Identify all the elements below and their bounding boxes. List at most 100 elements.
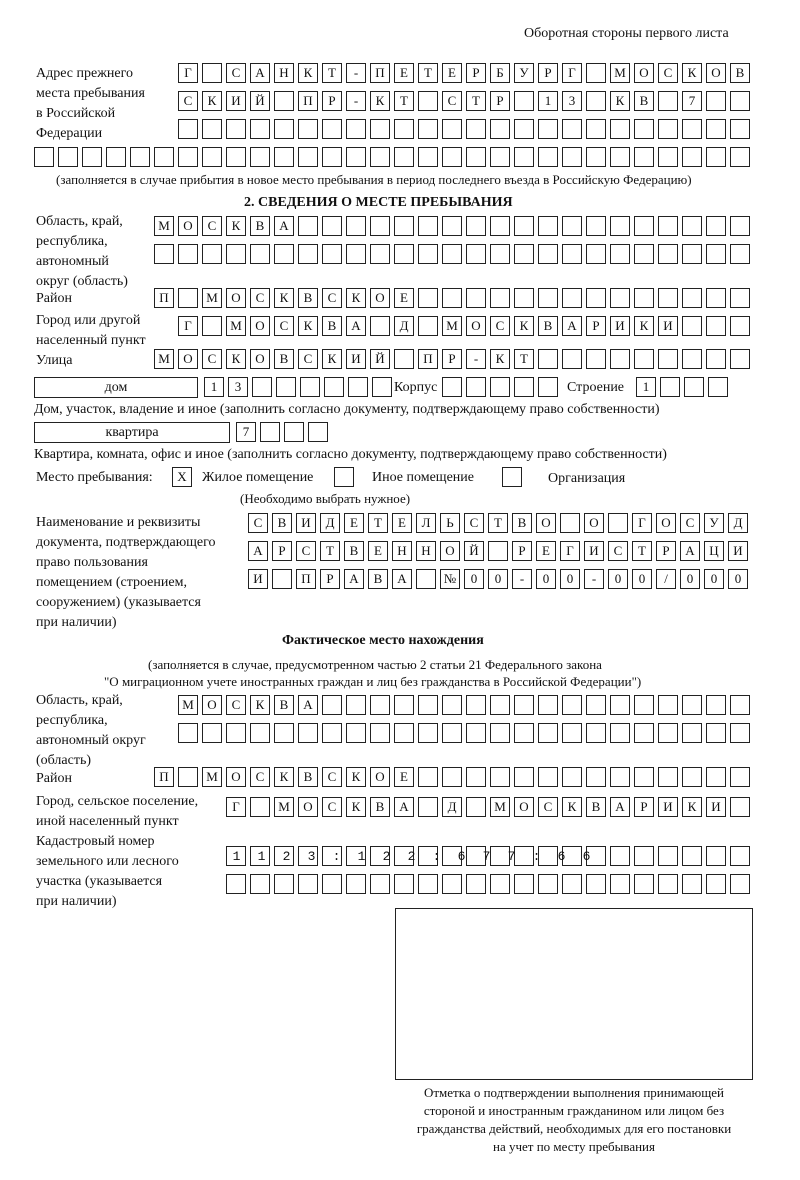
char-cell[interactable] <box>634 349 654 369</box>
char-cell[interactable]: Г <box>178 63 198 83</box>
char-cell[interactable]: Р <box>634 797 654 817</box>
char-cell[interactable] <box>514 216 534 236</box>
char-cell[interactable] <box>82 147 102 167</box>
char-cell[interactable] <box>610 119 630 139</box>
char-cell[interactable] <box>490 119 510 139</box>
char-cell[interactable]: С <box>608 541 628 561</box>
char-cell[interactable] <box>250 797 270 817</box>
char-cell[interactable] <box>538 846 558 866</box>
char-cell[interactable] <box>202 119 222 139</box>
char-cell[interactable] <box>682 244 702 264</box>
char-cell[interactable] <box>514 846 534 866</box>
char-cell[interactable] <box>298 846 318 866</box>
char-cell[interactable] <box>514 288 534 308</box>
char-cell[interactable] <box>418 695 438 715</box>
char-cell[interactable]: К <box>274 767 294 787</box>
char-cell[interactable] <box>202 63 222 83</box>
char-cell[interactable] <box>562 147 582 167</box>
char-cell[interactable]: В <box>344 541 364 561</box>
char-cell[interactable] <box>394 216 414 236</box>
char-cell[interactable] <box>514 695 534 715</box>
char-cell[interactable]: К <box>610 91 630 111</box>
char-cell[interactable] <box>730 797 750 817</box>
char-cell[interactable] <box>730 846 750 866</box>
char-cell[interactable]: Д <box>728 513 748 533</box>
char-cell[interactable]: Р <box>322 91 342 111</box>
char-cell[interactable] <box>298 874 318 894</box>
char-cell[interactable]: - <box>584 569 604 589</box>
char-cell[interactable] <box>658 349 678 369</box>
char-cell[interactable]: С <box>226 63 246 83</box>
char-cell[interactable] <box>490 695 510 715</box>
char-cell[interactable] <box>202 316 222 336</box>
char-cell[interactable] <box>682 119 702 139</box>
char-cell[interactable] <box>466 767 486 787</box>
char-cell[interactable] <box>154 147 174 167</box>
char-cell[interactable] <box>418 797 438 817</box>
char-cell[interactable]: 1 <box>538 91 558 111</box>
char-cell[interactable] <box>418 767 438 787</box>
char-cell[interactable]: О <box>178 216 198 236</box>
char-cell[interactable] <box>684 377 704 397</box>
char-cell[interactable] <box>514 377 534 397</box>
char-cell[interactable] <box>322 244 342 264</box>
cadastre-row-2[interactable] <box>226 874 750 894</box>
stroenie-row[interactable]: 1 <box>636 377 728 397</box>
char-cell[interactable]: 1 <box>636 377 656 397</box>
char-cell[interactable]: А <box>274 216 294 236</box>
char-cell[interactable] <box>586 349 606 369</box>
char-cell[interactable] <box>226 244 246 264</box>
char-cell[interactable]: Е <box>394 63 414 83</box>
char-cell[interactable] <box>202 244 222 264</box>
char-cell[interactable]: К <box>346 288 366 308</box>
prev-address-row-3[interactable] <box>178 119 750 139</box>
char-cell[interactable]: О <box>202 695 222 715</box>
char-cell[interactable]: В <box>322 316 342 336</box>
flat-number-row[interactable]: 7 <box>236 422 328 442</box>
char-cell[interactable]: С <box>322 767 342 787</box>
place-option-residential-checkbox[interactable]: X <box>172 467 192 487</box>
char-cell[interactable] <box>586 846 606 866</box>
char-cell[interactable] <box>418 723 438 743</box>
char-cell[interactable]: О <box>440 541 460 561</box>
char-cell[interactable] <box>730 695 750 715</box>
char-cell[interactable] <box>490 767 510 787</box>
char-cell[interactable] <box>562 695 582 715</box>
char-cell[interactable]: Л <box>416 513 436 533</box>
char-cell[interactable] <box>538 349 558 369</box>
char-cell[interactable] <box>610 695 630 715</box>
char-cell[interactable] <box>466 874 486 894</box>
char-cell[interactable]: К <box>346 767 366 787</box>
char-cell[interactable] <box>634 874 654 894</box>
char-cell[interactable] <box>260 422 280 442</box>
char-cell[interactable]: С <box>202 216 222 236</box>
char-cell[interactable] <box>308 422 328 442</box>
char-cell[interactable]: Г <box>226 797 246 817</box>
char-cell[interactable] <box>250 244 270 264</box>
place-option-organization-checkbox[interactable] <box>502 467 522 487</box>
char-cell[interactable]: Й <box>464 541 484 561</box>
char-cell[interactable]: Г <box>560 541 580 561</box>
char-cell[interactable] <box>730 216 750 236</box>
char-cell[interactable]: Д <box>320 513 340 533</box>
char-cell[interactable] <box>658 874 678 894</box>
char-cell[interactable]: А <box>680 541 700 561</box>
char-cell[interactable]: А <box>562 316 582 336</box>
char-cell[interactable] <box>682 316 702 336</box>
char-cell[interactable] <box>346 874 366 894</box>
char-cell[interactable] <box>284 422 304 442</box>
char-cell[interactable] <box>252 377 272 397</box>
char-cell[interactable] <box>634 767 654 787</box>
char-cell[interactable] <box>250 846 270 866</box>
char-cell[interactable] <box>730 349 750 369</box>
char-cell[interactable]: - <box>346 91 366 111</box>
char-cell[interactable] <box>538 723 558 743</box>
char-cell[interactable] <box>442 119 462 139</box>
char-cell[interactable] <box>706 288 726 308</box>
char-cell[interactable]: О <box>584 513 604 533</box>
char-cell[interactable] <box>586 63 606 83</box>
